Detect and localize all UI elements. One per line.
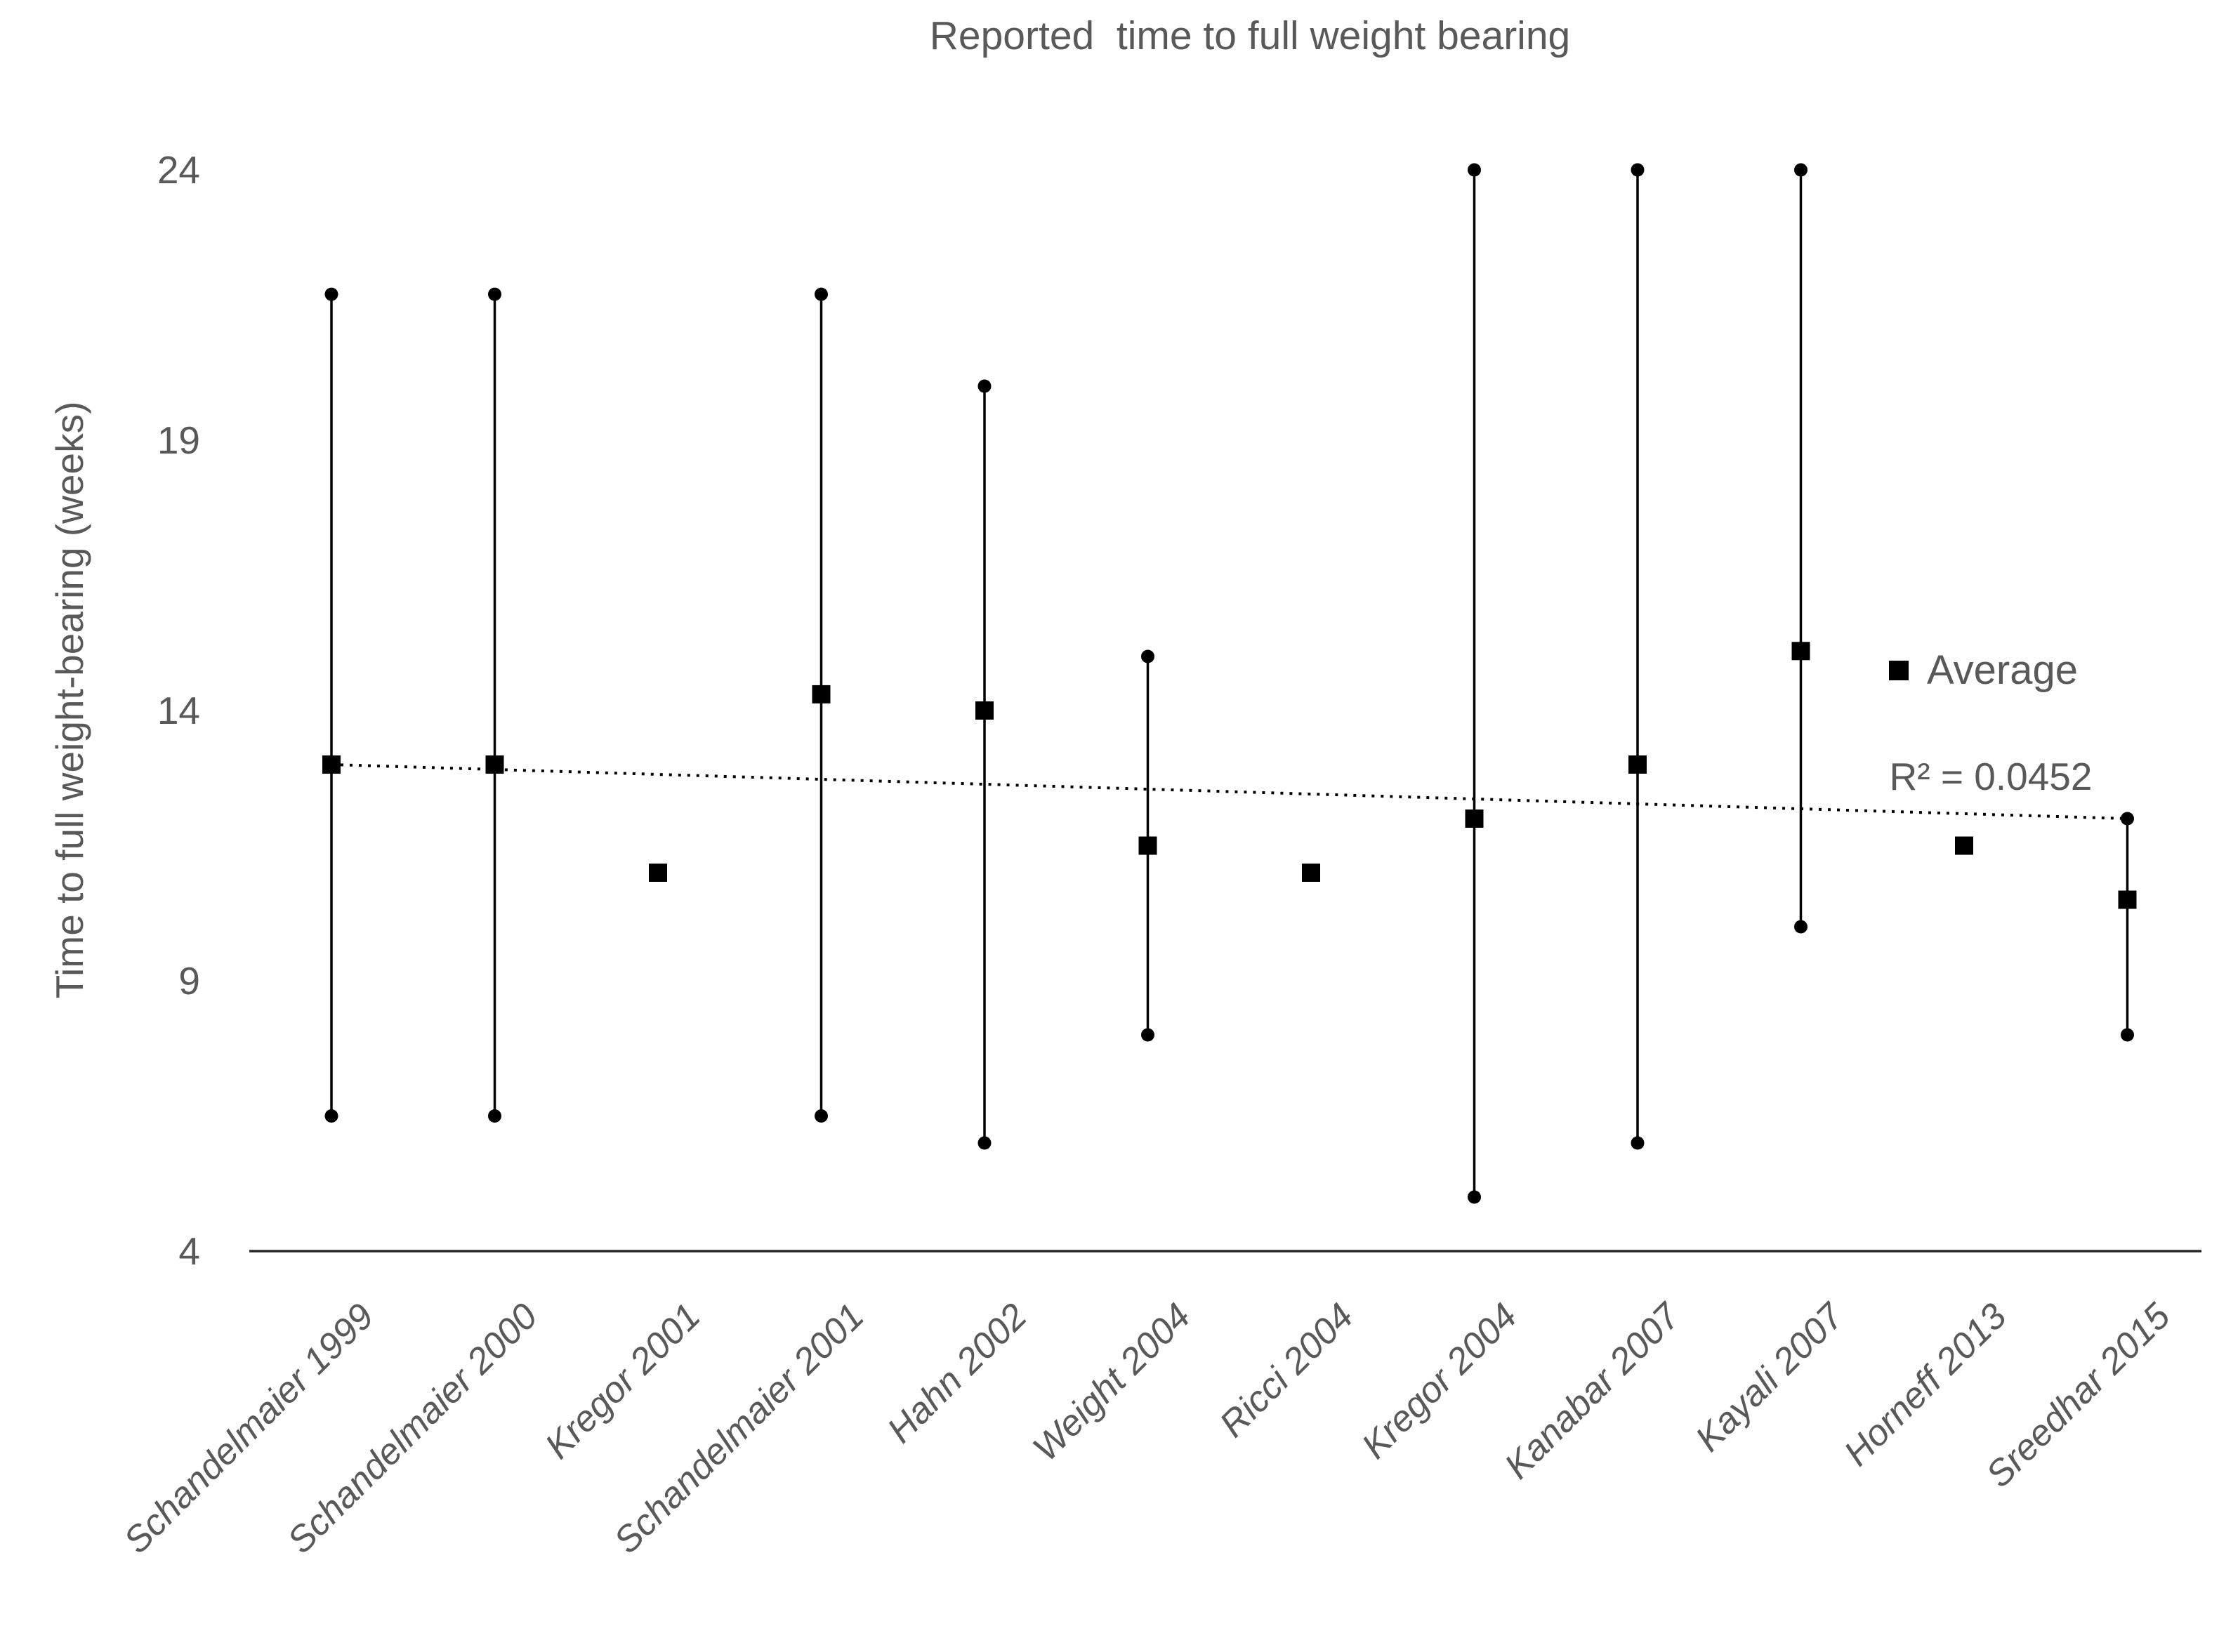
trendline xyxy=(331,763,2128,820)
average-marker-kregor-2001 xyxy=(649,864,667,882)
chart-title: Reported time to full weight bearing xyxy=(929,13,1571,58)
y-tick-19: 19 xyxy=(157,418,200,462)
average-marker-weight-2004 xyxy=(1138,836,1157,855)
max-dot-schandelmaier-2000 xyxy=(488,287,501,301)
y-tick-14: 14 xyxy=(157,689,200,732)
min-dot-schandelmaier-2000 xyxy=(488,1109,501,1123)
max-dot-kanabar-2007 xyxy=(1631,163,1645,177)
average-marker-kregor-2004 xyxy=(1465,810,1484,828)
y-tick-4: 4 xyxy=(178,1229,200,1273)
min-dot-kanabar-2007 xyxy=(1631,1136,1645,1150)
average-marker-schandelmaier-2001 xyxy=(812,685,831,703)
max-dot-hahn-2002 xyxy=(977,379,992,393)
average-marker-sreedhar-2015 xyxy=(2118,890,2137,909)
average-marker-schandelmaier-2000 xyxy=(485,755,504,774)
legend: Average xyxy=(1889,649,2078,692)
legend-label: Average xyxy=(1927,647,2078,693)
min-dot-kregor-2004 xyxy=(1468,1190,1481,1204)
max-dot-schandelmaier-1999 xyxy=(324,287,338,301)
average-marker-ricci-2004 xyxy=(1302,864,1320,882)
legend-square-marker-icon xyxy=(1889,661,1909,680)
min-dot-weight-2004 xyxy=(1141,1028,1154,1042)
min-dot-hahn-2002 xyxy=(977,1136,992,1150)
min-dot-kayali-2007 xyxy=(1794,920,1808,934)
average-marker-kanabar-2007 xyxy=(1628,755,1647,774)
average-marker-kayali-2007 xyxy=(1791,642,1810,661)
min-dot-schandelmaier-2001 xyxy=(815,1109,828,1123)
max-dot-kregor-2004 xyxy=(1468,163,1481,177)
average-marker-horneff-2013 xyxy=(1955,836,1973,855)
y-tick-9: 9 xyxy=(178,959,200,1003)
y-tick-24: 24 xyxy=(157,148,200,192)
min-dot-sreedhar-2015 xyxy=(2121,1028,2134,1042)
max-dot-sreedhar-2015 xyxy=(2121,812,2134,826)
max-dot-kayali-2007 xyxy=(1794,163,1808,177)
min-dot-schandelmaier-1999 xyxy=(324,1109,338,1123)
r-squared-annotation: R² = 0.0452 xyxy=(1889,755,2093,798)
average-marker-hahn-2002 xyxy=(975,701,994,720)
max-dot-weight-2004 xyxy=(1141,649,1154,663)
max-dot-schandelmaier-2001 xyxy=(815,287,828,301)
